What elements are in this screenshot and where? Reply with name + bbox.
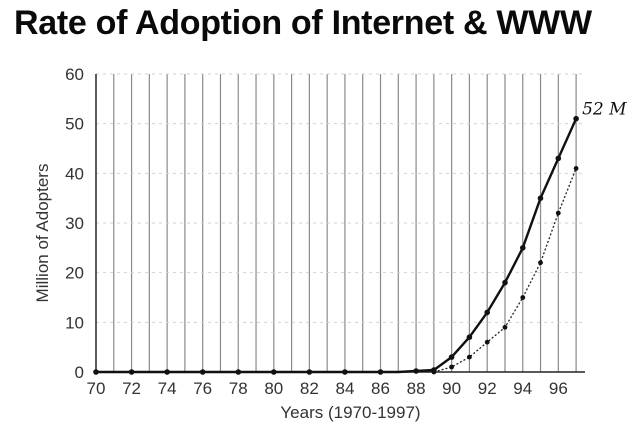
data-point-series-2 [449,364,454,370]
y-tick-label: 40 [65,164,84,183]
data-point-series-1 [520,245,526,251]
data-point-series-1 [93,369,99,375]
x-tick-label: 88 [407,379,426,398]
data-point-series-1 [502,279,508,286]
data-point-series-2 [555,210,561,216]
x-tick-label: 90 [442,379,461,398]
y-tick-label: 20 [65,264,84,283]
data-point-series-1 [573,115,579,122]
data-point-series-1 [413,368,419,374]
y-axis-label: Million of Adopters [33,164,52,303]
tick-labels: 0 10 20 30 40 50 60 70 72 74 76 78 80 82 84 86 88 90 92 94 9… [65,65,568,398]
x-tick-label: 92 [478,379,497,398]
series-layer [93,115,579,375]
x-tick-label: 80 [264,379,283,398]
chart-title: Rate of Adoption of Internet & WWW [14,4,592,42]
data-point-series-1 [164,369,170,375]
grid-lines [95,73,585,373]
data-point-series-2 [467,354,472,360]
x-tick-label: 86 [371,379,390,398]
x-tick-label: 72 [122,379,141,398]
x-tick-label: 84 [335,379,354,398]
x-tick-label: 70 [87,379,106,398]
data-point-series-1 [342,369,348,375]
data-point-series-1 [306,369,313,375]
y-tick-label: 50 [65,115,84,134]
x-tick-label: 96 [549,379,568,398]
x-tick-label: 76 [193,379,212,398]
data-point-series-2 [573,166,579,171]
data-point-series-1 [377,369,384,375]
data-point-series-1 [235,369,242,375]
data-point-series-1 [448,354,455,360]
annotation-label: 52 M [582,100,627,120]
y-tick-label: 60 [65,65,84,84]
data-point-series-1 [128,369,135,375]
x-tick-label: 82 [300,379,319,398]
data-point-series-1 [466,334,473,341]
data-point-series-1 [537,195,544,201]
x-tick-label: 78 [229,379,248,398]
y-tick-label: 30 [65,214,84,233]
x-axis-label: Years (1970-1997) [280,403,420,422]
annotations: 52 M [582,100,627,120]
data-point-series-2 [484,339,490,345]
data-point-series-2 [431,369,437,375]
data-point-series-1 [555,155,562,162]
y-tick-label: 10 [65,313,84,332]
data-point-series-1 [199,369,206,375]
data-point-series-1 [484,309,491,316]
data-point-series-2 [520,295,526,300]
series-line-1 [96,118,578,374]
x-tick-label: 74 [158,379,177,398]
y-tick-label: 0 [75,363,84,382]
data-point-series-2 [502,324,508,330]
x-tick-label: 94 [513,379,532,398]
data-point-series-1 [271,369,277,375]
data-point-series-2 [538,260,543,266]
